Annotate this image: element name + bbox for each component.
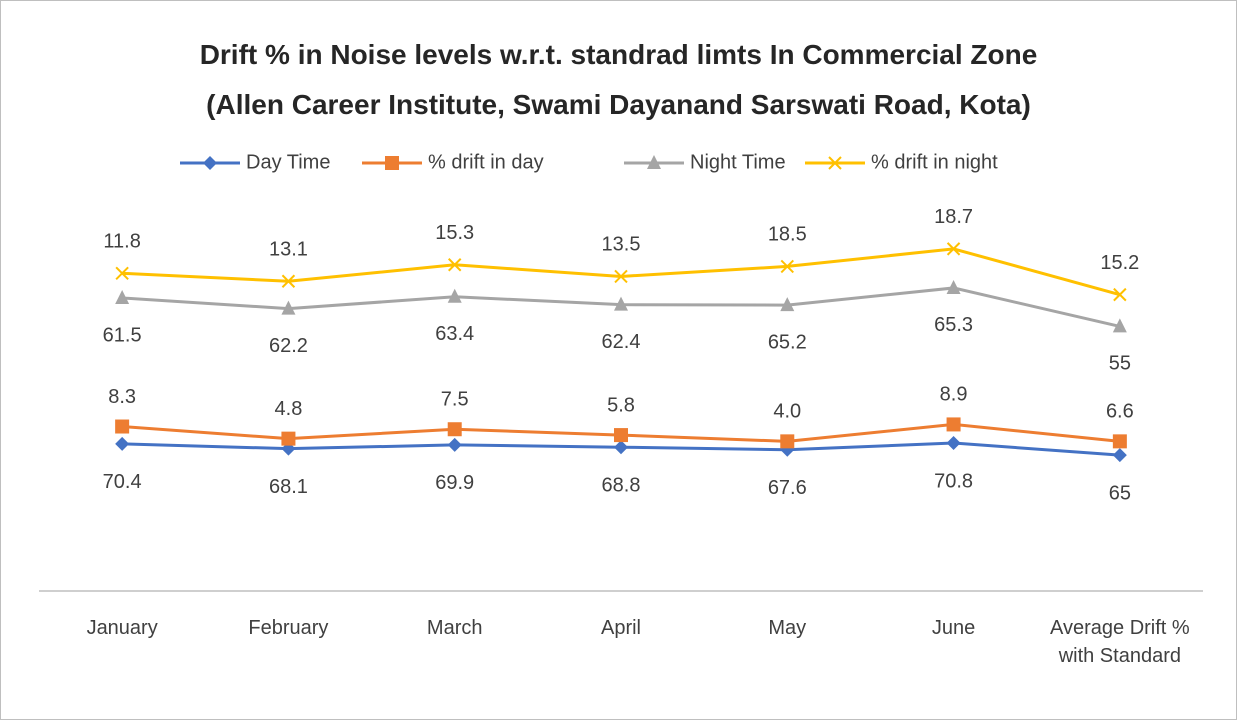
marker xyxy=(115,289,130,304)
marker xyxy=(115,419,130,434)
x-tick-label: January xyxy=(86,617,158,639)
data-label: 13.1 xyxy=(269,239,308,261)
data-label: 68.8 xyxy=(602,474,641,496)
x-tick-label: May xyxy=(768,617,807,639)
marker xyxy=(946,417,961,432)
marker xyxy=(614,428,628,443)
data-label: 11.8 xyxy=(103,231,140,253)
marker xyxy=(614,269,628,284)
marker xyxy=(281,300,296,315)
data-label: 7.5 xyxy=(441,389,469,411)
legend-label: % drift in night xyxy=(871,151,998,173)
marker xyxy=(1113,287,1127,302)
data-label: 5.8 xyxy=(607,394,635,416)
data-label: 15.2 xyxy=(1100,252,1139,274)
marker xyxy=(946,279,961,294)
data-label: 70.8 xyxy=(934,470,973,492)
marker xyxy=(614,296,628,311)
marker xyxy=(1112,318,1127,333)
data-label: 13.5 xyxy=(602,234,641,256)
data-label: 69.9 xyxy=(435,472,474,494)
x-tick-label: April xyxy=(600,617,641,639)
marker xyxy=(281,431,296,446)
data-label: 65 xyxy=(1109,482,1131,504)
data-label: 15.3 xyxy=(435,222,474,244)
data-label: 8.3 xyxy=(108,386,136,408)
marker xyxy=(447,437,462,452)
marker xyxy=(1112,434,1127,449)
data-label: 65.3 xyxy=(934,314,973,336)
x-tick-label: Average Drift % with Standard xyxy=(1050,617,1190,667)
data-label: 65.2 xyxy=(768,331,807,353)
data-label: 70.4 xyxy=(103,471,142,493)
marker xyxy=(780,434,795,449)
legend-label: Day Time xyxy=(246,151,330,173)
marker xyxy=(828,156,842,170)
marker xyxy=(614,440,628,455)
data-label: 62.2 xyxy=(269,335,308,357)
data-label: 67.6 xyxy=(768,477,807,499)
x-tick-label: June xyxy=(931,617,976,639)
marker xyxy=(447,422,462,437)
legend-label: Night Time xyxy=(690,151,786,173)
data-label: 18.7 xyxy=(934,206,973,228)
data-label: 6.6 xyxy=(1106,401,1134,423)
marker xyxy=(946,242,961,256)
data-label: 61.5 xyxy=(103,324,142,346)
marker xyxy=(385,156,399,170)
data-label: 4.8 xyxy=(275,398,303,420)
x-tick-label: February xyxy=(248,617,329,639)
marker xyxy=(780,259,794,274)
data-label: 63.4 xyxy=(435,323,474,345)
marker xyxy=(647,155,661,169)
marker xyxy=(203,156,217,170)
data-label: 8.9 xyxy=(940,384,968,406)
data-label: 62.4 xyxy=(602,331,641,353)
marker xyxy=(281,274,296,288)
legend-label: % drift in day xyxy=(428,151,544,173)
x-tick-label: March xyxy=(426,617,483,639)
marker xyxy=(780,297,795,312)
marker xyxy=(448,258,462,272)
marker xyxy=(1112,448,1127,463)
data-label: 4.0 xyxy=(773,401,801,423)
data-label: 55 xyxy=(1109,353,1131,375)
marker xyxy=(115,436,130,451)
marker xyxy=(115,266,129,281)
marker xyxy=(946,436,961,451)
data-label: 18.5 xyxy=(768,224,807,246)
chart-title: Drift % in Noise levels w.r.t. standrad … xyxy=(199,39,1038,120)
data-label: 68.1 xyxy=(269,476,308,498)
marker xyxy=(447,288,462,303)
